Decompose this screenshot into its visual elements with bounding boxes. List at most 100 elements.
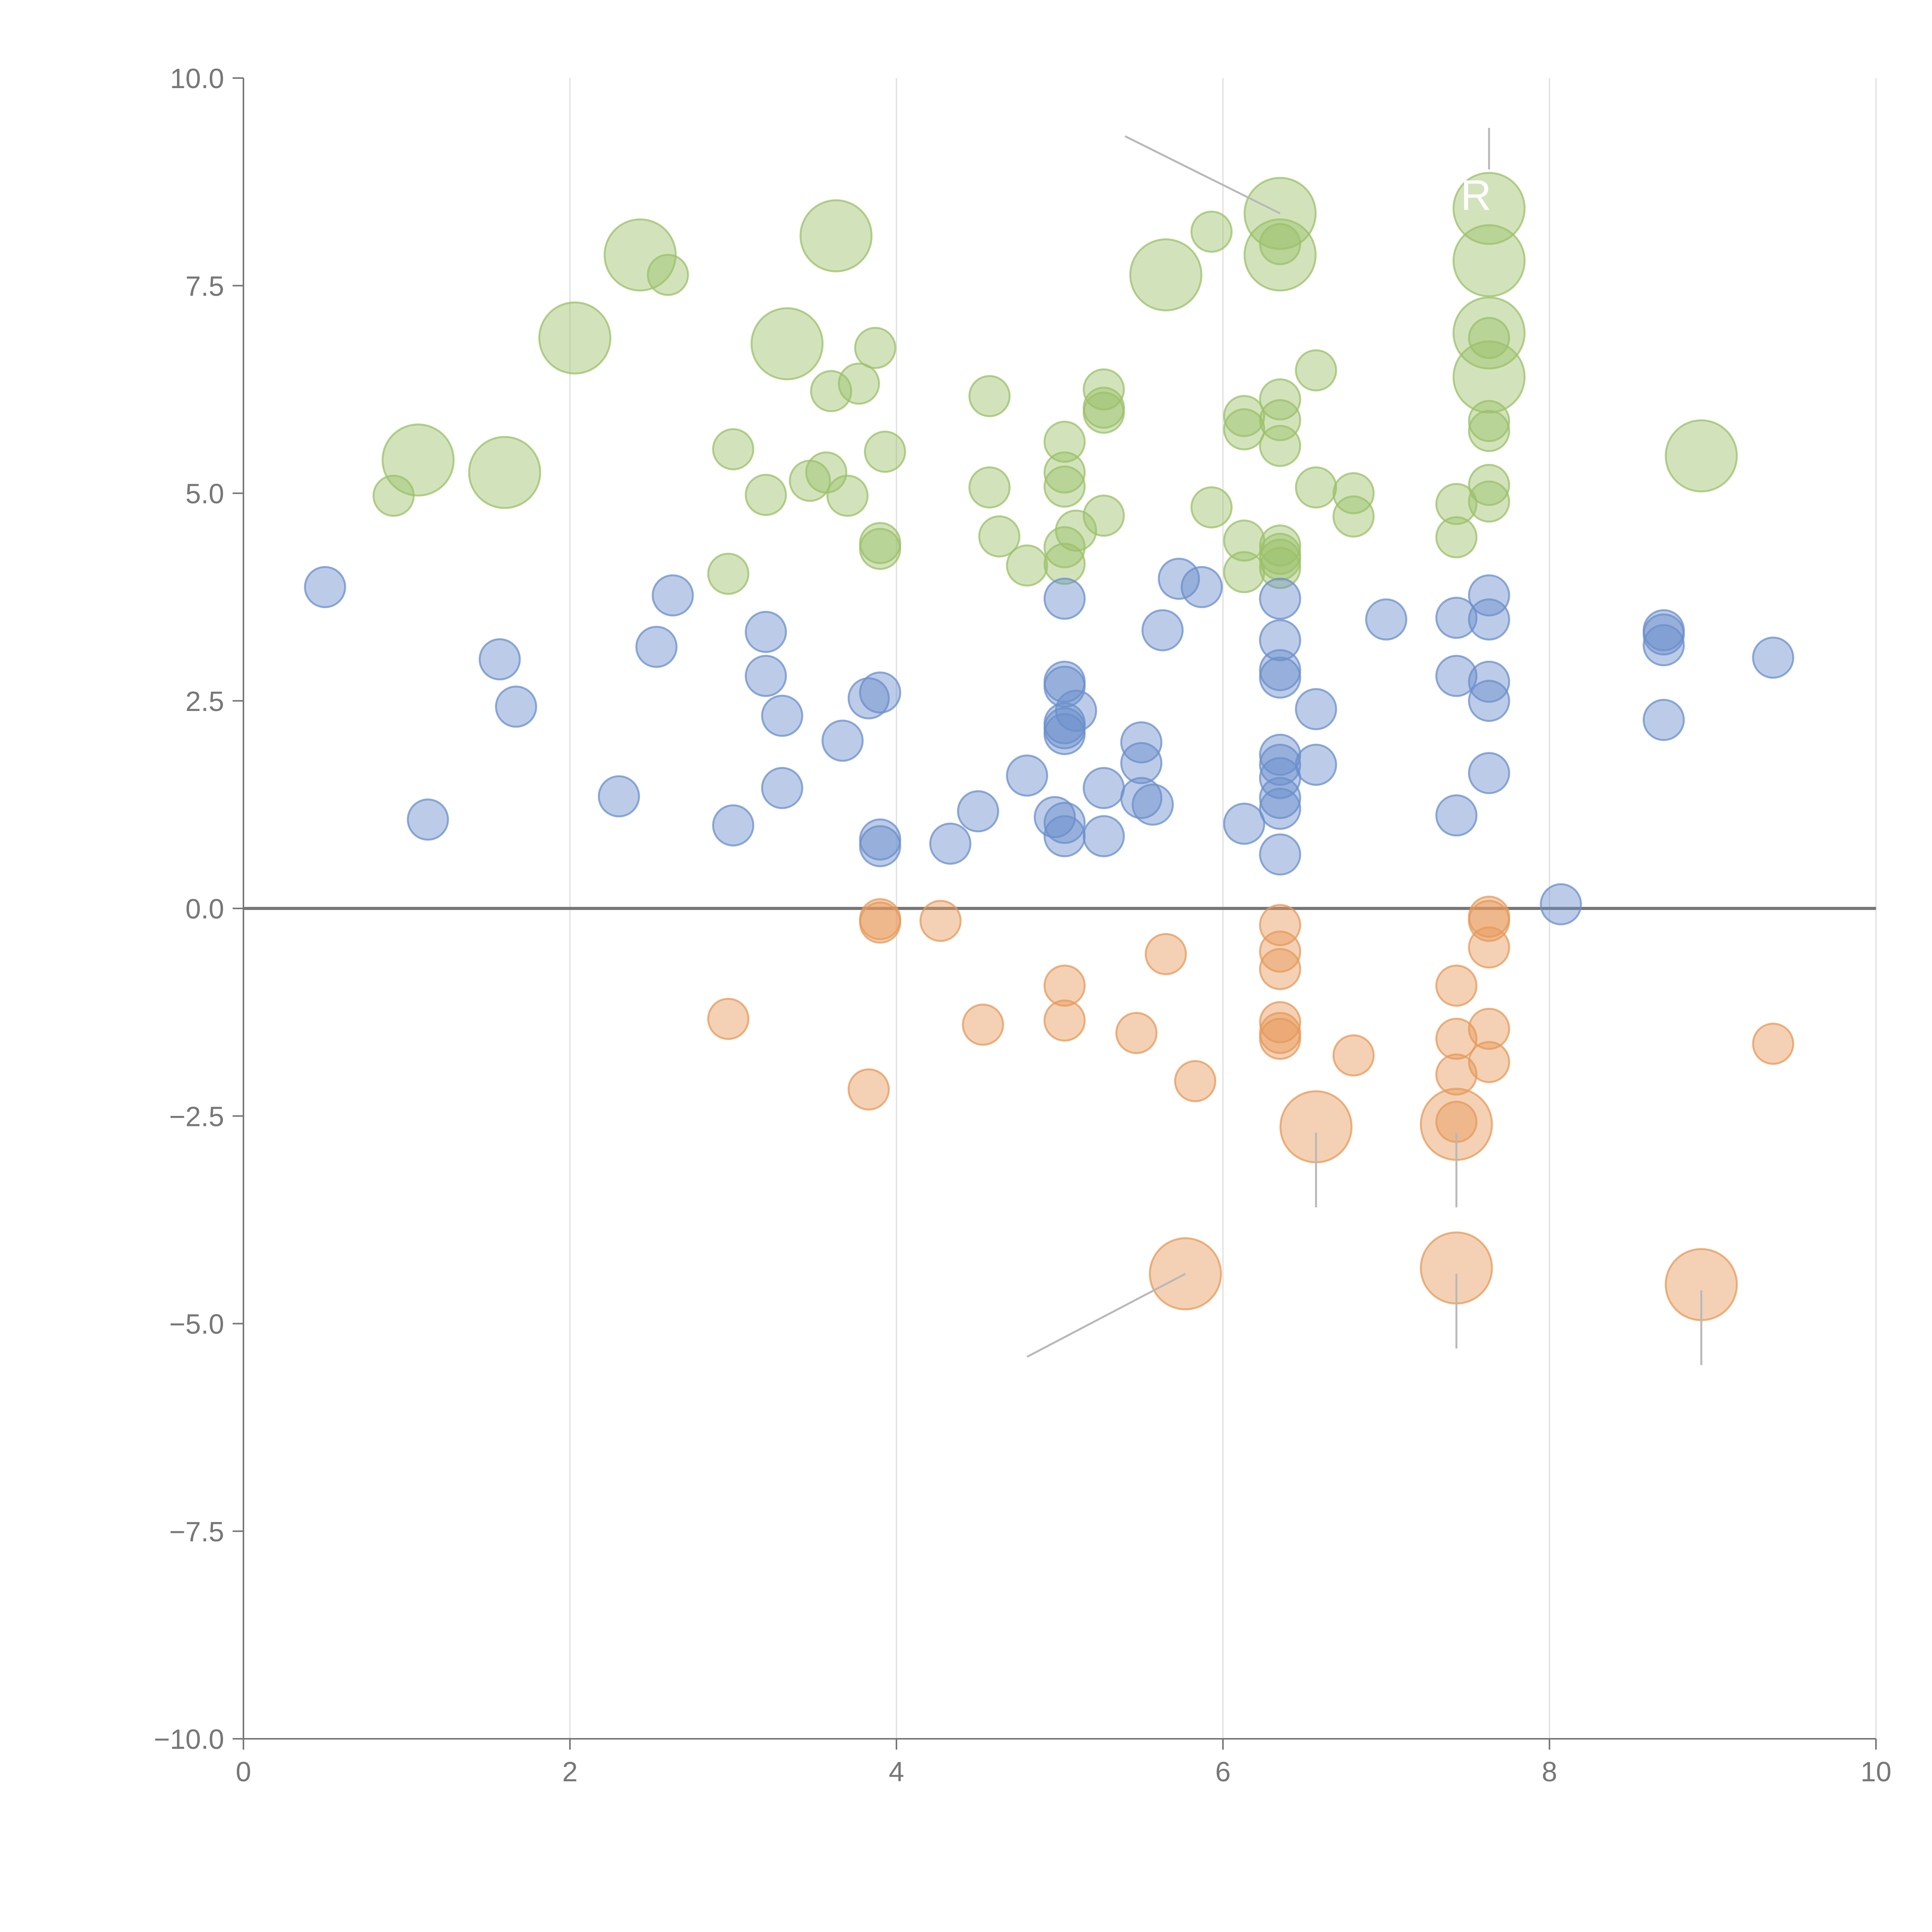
blue-point (1043, 802, 1086, 844)
green-point (1223, 408, 1265, 451)
green-point (1083, 368, 1125, 411)
green-point (750, 307, 824, 381)
blue-point (1435, 794, 1478, 837)
blue-point (406, 798, 449, 841)
blue-point (1295, 688, 1337, 730)
y-tick-label: −5.0 (169, 1309, 224, 1340)
blue-point (1055, 690, 1097, 732)
green-point (854, 327, 896, 369)
orange-point (1435, 1017, 1478, 1060)
blue-point (761, 767, 803, 809)
green-point (1223, 551, 1265, 594)
blue-point (1120, 742, 1163, 784)
blue-point (1468, 680, 1510, 722)
blue-point (761, 694, 803, 737)
blue-point (745, 655, 787, 697)
green-point (1295, 349, 1337, 391)
blue-point (1643, 624, 1685, 667)
blue-point (1043, 665, 1086, 708)
green-point (1452, 224, 1526, 298)
green-point (968, 466, 1011, 509)
green-point (1083, 495, 1125, 537)
x-tick-label: 10 (1861, 1757, 1891, 1787)
blue-point (1435, 597, 1478, 639)
blue-point (1468, 574, 1510, 617)
green-point (968, 375, 1011, 417)
blue-point (1158, 558, 1200, 600)
blue-point (957, 790, 999, 833)
y-tick-label: 7.5 (185, 271, 224, 302)
blue-point (859, 671, 901, 714)
blue-point (651, 574, 694, 617)
orange-point (1145, 933, 1187, 975)
y-tick-label: −7.5 (169, 1517, 224, 1548)
annotation-labels: R (1461, 172, 1491, 219)
x-tick-label: 4 (889, 1757, 904, 1787)
green-point (1043, 451, 1086, 494)
blue-point (1131, 783, 1174, 826)
blue-point (847, 677, 890, 719)
orange-point (1332, 1034, 1375, 1077)
series-points (304, 172, 1794, 1321)
blue-point (1259, 787, 1301, 830)
green-point (1452, 340, 1526, 414)
blue-point (745, 611, 787, 653)
blue-point (1259, 733, 1301, 776)
blue-point (1083, 815, 1125, 857)
orange-point (847, 1068, 890, 1111)
x-tick-label: 0 (236, 1757, 251, 1787)
annotation-leader (1026, 1273, 1186, 1358)
blue-point (1365, 598, 1407, 641)
blue-point (1259, 656, 1301, 699)
blue-point (1468, 752, 1510, 794)
green-point (859, 527, 901, 570)
blue-point (821, 719, 864, 762)
green-point (538, 301, 612, 375)
green-point (745, 474, 787, 516)
y-tick-label: −10.0 (154, 1724, 224, 1755)
y-tick-label: 2.5 (185, 686, 224, 717)
green-point (1083, 391, 1125, 434)
green-point (1043, 465, 1086, 508)
green-point (1243, 218, 1317, 292)
orange-point (1259, 948, 1301, 990)
blue-point (1259, 577, 1301, 620)
green-point (1190, 211, 1233, 253)
green-point (978, 515, 1020, 558)
blue-point (1043, 577, 1086, 620)
blue-point (1120, 777, 1163, 819)
blue-point (1643, 613, 1685, 656)
axes: 10.0 7.5 5.0 2.5 0.0 −2.5 −5.0 −7.5 −10.0 0 2 4 6 8 10 (154, 63, 1891, 1787)
green-point (838, 362, 880, 405)
orange-point (1435, 964, 1478, 1007)
green-point (1055, 509, 1097, 552)
orange-point (707, 998, 750, 1040)
orange-point (919, 900, 962, 942)
orange-point (1468, 926, 1510, 969)
blue-point (635, 626, 678, 668)
blue-point (1043, 815, 1086, 857)
orange-point (1043, 964, 1086, 1007)
green-point (1332, 495, 1375, 538)
green-point (604, 218, 677, 292)
blue-point (1141, 609, 1184, 651)
blue-point (859, 825, 901, 867)
green-point (1435, 483, 1478, 525)
green-point (468, 436, 541, 509)
green-point (1259, 547, 1301, 589)
green-point (1190, 486, 1233, 529)
blue-point (1259, 833, 1301, 876)
blue-point (1259, 743, 1301, 786)
green-point (1468, 480, 1510, 523)
y-tick-label: 0.0 (185, 894, 224, 925)
orange-point (1115, 1012, 1158, 1054)
blue-point (304, 566, 346, 608)
green-point (805, 451, 847, 494)
green-point (1259, 425, 1301, 467)
blue-point (1295, 743, 1337, 786)
green-point (1468, 410, 1510, 452)
orange-point (1174, 1060, 1216, 1102)
blue-point (1083, 767, 1125, 809)
y-tick-label: 10.0 (170, 63, 224, 94)
blue-point (598, 775, 640, 818)
